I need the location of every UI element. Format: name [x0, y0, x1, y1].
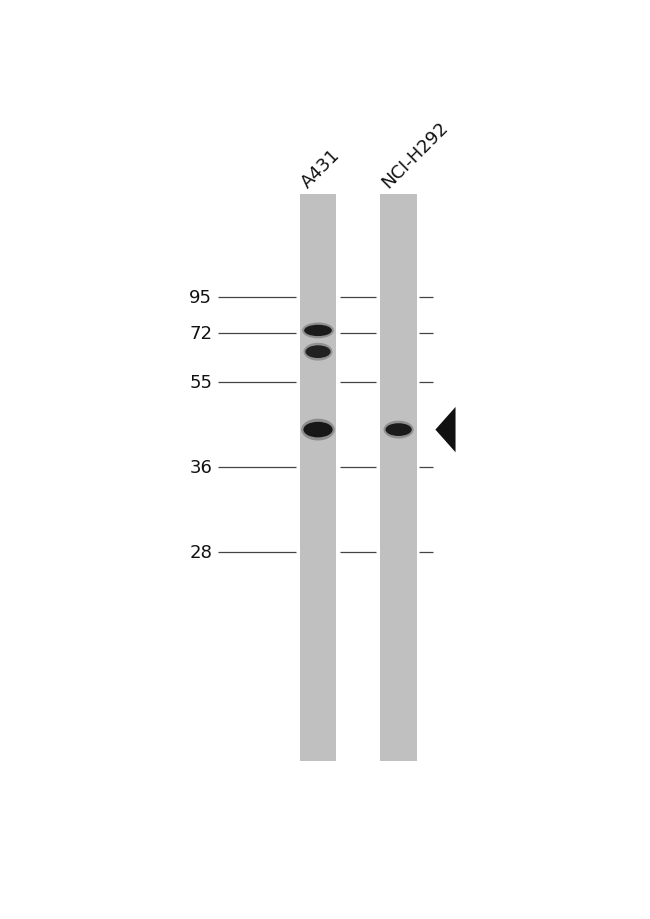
Text: 72: 72 — [189, 324, 212, 342]
Text: NCI-H292: NCI-H292 — [378, 119, 452, 192]
Ellipse shape — [306, 346, 331, 358]
Text: 36: 36 — [189, 459, 212, 477]
Ellipse shape — [304, 344, 333, 361]
Ellipse shape — [304, 423, 333, 438]
Bar — [300, 195, 336, 761]
Ellipse shape — [302, 323, 334, 339]
Ellipse shape — [384, 421, 413, 439]
Text: 55: 55 — [189, 374, 212, 391]
Text: 28: 28 — [189, 543, 212, 562]
Ellipse shape — [301, 419, 335, 441]
Bar — [380, 195, 417, 761]
Text: 95: 95 — [189, 289, 212, 307]
Text: A431: A431 — [298, 146, 343, 192]
Ellipse shape — [304, 325, 332, 336]
Ellipse shape — [385, 424, 411, 437]
Polygon shape — [436, 407, 456, 453]
